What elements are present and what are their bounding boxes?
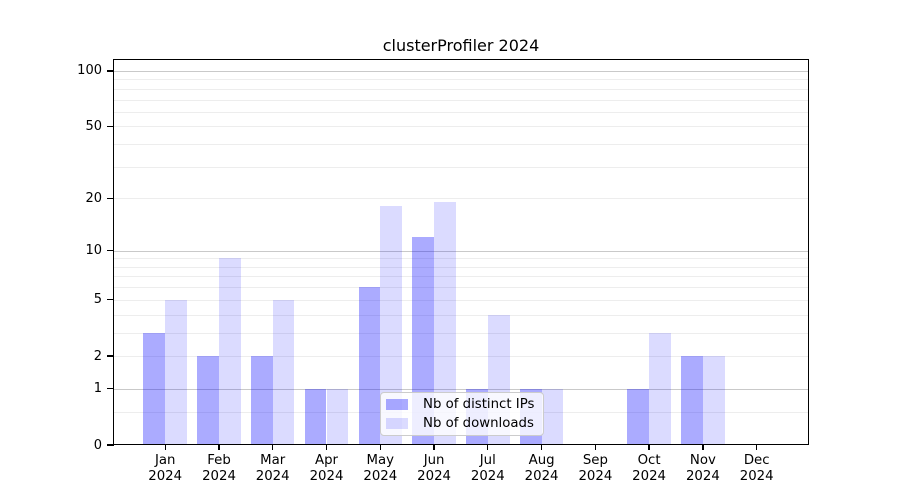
x-tick-label: Sep 2024 (578, 452, 613, 485)
bar-downloads (649, 332, 671, 445)
x-tick-mark (648, 445, 650, 450)
y-tick-label: 1 (93, 381, 102, 397)
x-tick-label: Apr 2024 (309, 452, 344, 485)
gridline-minor (113, 287, 809, 289)
y-tick-label: 5 (93, 292, 102, 308)
legend-swatch-distinct-ips (386, 399, 408, 410)
plot-area (113, 59, 809, 445)
gridline-minor (113, 314, 809, 316)
chart-title: clusterProfiler 2024 (382, 36, 540, 55)
gridline-minor (113, 88, 809, 90)
gridline-major (113, 250, 809, 252)
gridline-minor (113, 356, 809, 357)
x-tick-mark (487, 445, 489, 450)
x-tick-mark (702, 445, 704, 450)
gridline-minor (113, 126, 809, 128)
y-tick-mark (107, 388, 114, 390)
x-tick-mark (325, 445, 328, 450)
y-tick-label: 0 (93, 437, 102, 453)
bar-distinct-ips (627, 388, 650, 445)
gridline-minor (113, 332, 809, 334)
y-tick-mark (107, 70, 114, 72)
x-tick-label: Oct 2024 (632, 452, 667, 485)
x-tick-mark (756, 445, 758, 450)
x-tick-mark (218, 445, 220, 450)
bar-distinct-ips (197, 356, 219, 445)
gridline-minor (113, 166, 809, 168)
x-tick-mark (164, 445, 166, 450)
gridline-minor (113, 144, 809, 145)
x-tick-label: Nov 2024 (685, 452, 720, 485)
legend-item-downloads: Nb of downloads (386, 416, 543, 432)
x-tick-label: Jul 2024 (470, 452, 505, 485)
y-tick-label: 20 (85, 190, 102, 206)
bar-downloads (702, 356, 725, 445)
bar-distinct-ips (358, 287, 381, 445)
x-tick-mark (379, 445, 381, 450)
y-tick-mark (107, 249, 114, 252)
gridline-minor (113, 299, 809, 301)
x-tick-label: Aug 2024 (524, 452, 559, 485)
y-tick-mark (107, 355, 114, 357)
bar-downloads (380, 206, 403, 445)
y-tick-label: 10 (85, 243, 102, 259)
legend-label-distinct-ips: Nb of distinct IPs (423, 396, 535, 412)
x-tick-label: Dec 2024 (739, 452, 774, 485)
bar-distinct-ips (304, 388, 327, 445)
x-tick-label: Feb 2024 (202, 452, 236, 485)
bar-downloads (219, 258, 241, 445)
x-tick-label: Mar 2024 (255, 452, 290, 485)
bar-distinct-ips (250, 356, 273, 445)
gridline-minor (113, 198, 809, 200)
x-tick-mark (272, 445, 274, 450)
x-tick-label: Jun 2024 (417, 452, 452, 485)
bar-downloads (434, 202, 456, 445)
x-tick-label: Jan 2024 (148, 452, 183, 485)
y-tick-mark (107, 299, 114, 301)
x-tick-label: May 2024 (363, 452, 398, 485)
gridline-minor (113, 266, 809, 268)
y-tick-mark (107, 197, 114, 199)
gridline-minor (113, 111, 809, 113)
gridline-minor (113, 99, 809, 101)
bar-distinct-ips (143, 332, 166, 445)
bar-distinct-ips (681, 356, 703, 445)
gridline-minor (113, 79, 809, 81)
bar-downloads (541, 388, 564, 445)
gridline-major (113, 388, 809, 390)
y-tick-label: 2 (93, 348, 102, 364)
gridline-minor (113, 258, 809, 260)
legend-swatch-downloads (386, 418, 408, 429)
x-tick-mark (594, 445, 597, 450)
legend-label-downloads: Nb of downloads (423, 415, 534, 431)
y-tick-label: 50 (85, 118, 102, 134)
x-tick-mark (540, 445, 543, 450)
y-tick-mark (107, 444, 114, 446)
gridline-major (113, 70, 809, 72)
bar-downloads (165, 299, 187, 445)
y-tick-label: 100 (77, 63, 102, 79)
legend: Nb of distinct IPs Nb of downloads (380, 392, 544, 436)
gridline-minor (113, 276, 809, 278)
y-tick-mark (107, 125, 114, 127)
bar-downloads (272, 299, 295, 445)
legend-item-distinct-ips: Nb of distinct IPs (386, 397, 543, 413)
bar-downloads (326, 388, 349, 445)
x-tick-mark (433, 445, 435, 450)
